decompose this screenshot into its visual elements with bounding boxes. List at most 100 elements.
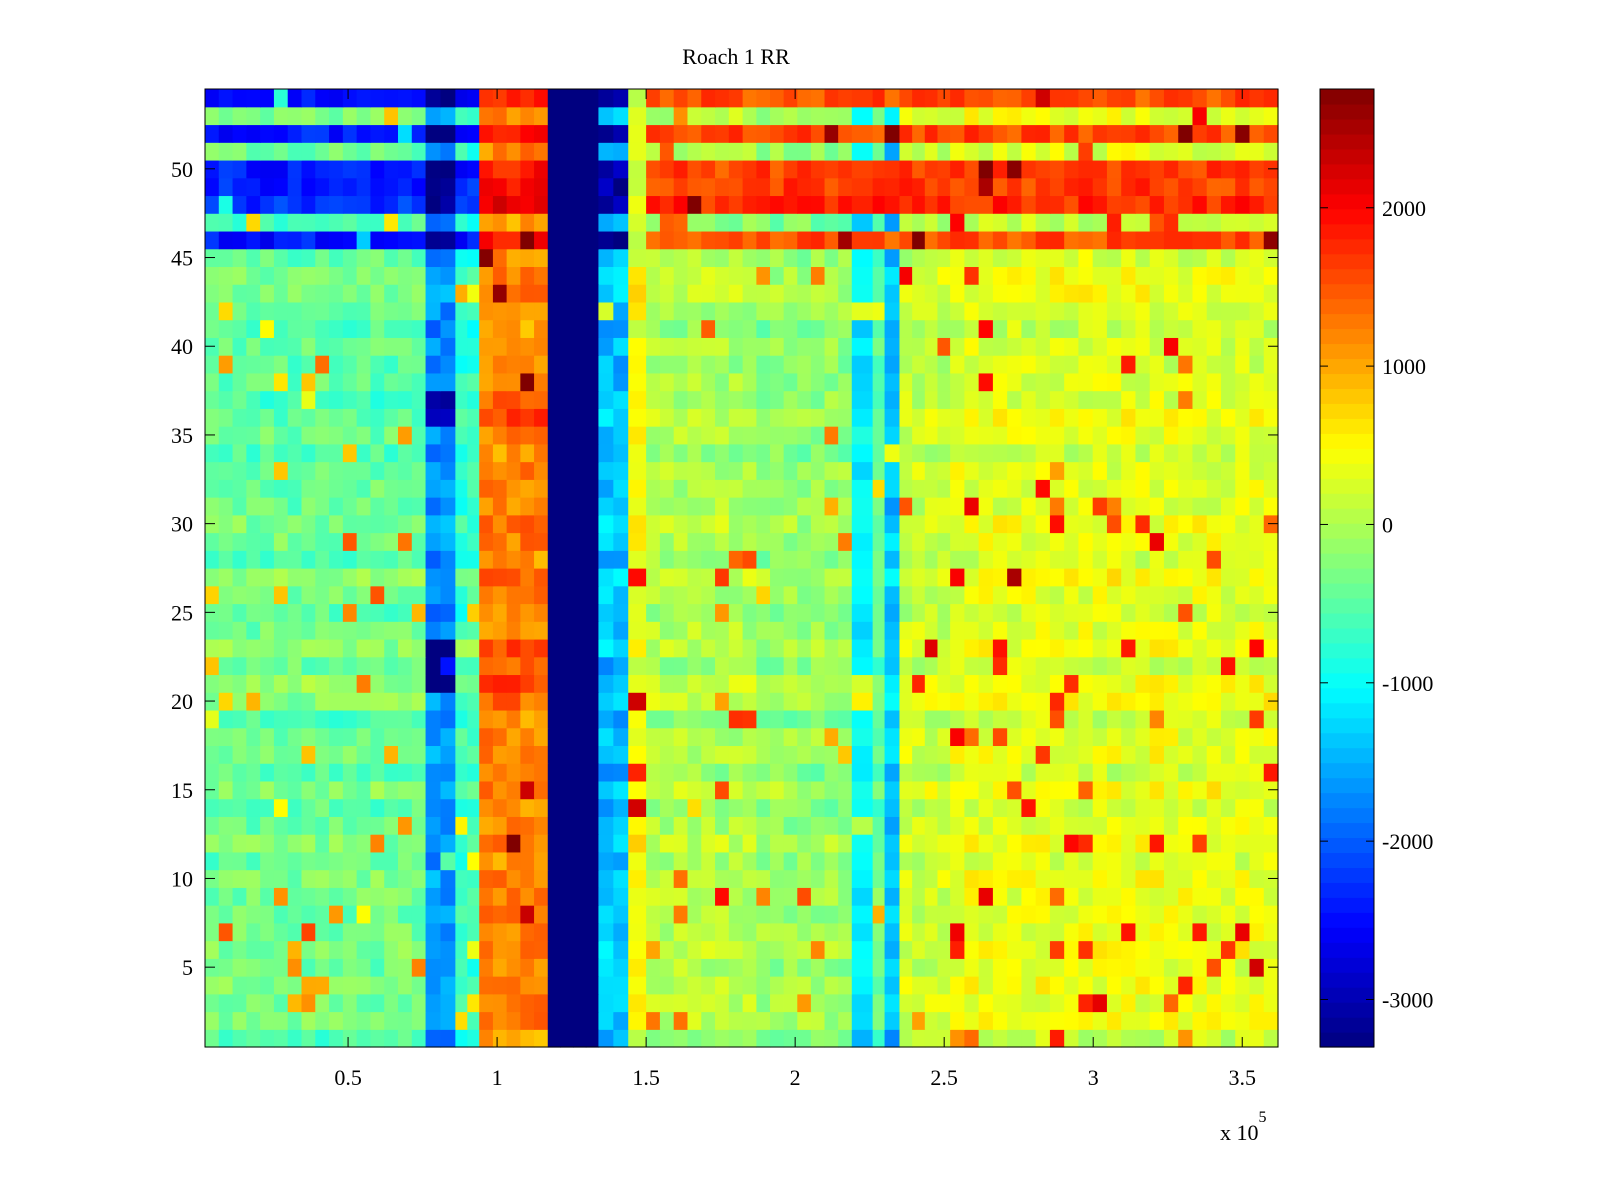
heatmap-cell (1163, 692, 1179, 711)
heatmap-cell (1106, 869, 1122, 888)
heatmap-cell (492, 319, 508, 338)
heatmap-cell (1149, 922, 1165, 942)
heatmap-cell (397, 585, 413, 605)
heatmap-cell (992, 479, 1008, 498)
heatmap-cell (659, 585, 675, 605)
heatmap-cell (384, 284, 399, 303)
heatmap-cell (628, 159, 647, 179)
heatmap-cell (1049, 869, 1065, 888)
heatmap-cell (1064, 851, 1080, 871)
heatmap-cell (1007, 851, 1023, 871)
heatmap-cell (1220, 905, 1236, 924)
heatmap-cell (520, 1029, 535, 1048)
heatmap-cell (851, 159, 874, 179)
heatmap-cell (1149, 213, 1165, 232)
heatmap-cell (479, 869, 494, 888)
heatmap-cell (1163, 230, 1179, 250)
heatmap-cell (1092, 922, 1108, 942)
heatmap-cell (1149, 443, 1165, 463)
heatmap-cell (628, 656, 647, 676)
heatmap-cell (425, 319, 442, 338)
heatmap-cell (964, 372, 980, 392)
heatmap-cell (560, 284, 574, 303)
heatmap-cell (384, 195, 399, 214)
heatmap-cell (287, 585, 303, 605)
heatmap-cell (573, 568, 587, 587)
heatmap-cell (384, 230, 399, 250)
heatmap-cell (384, 816, 399, 835)
heatmap-cell (1049, 834, 1065, 853)
heatmap-cell (797, 727, 812, 747)
heatmap-cell (218, 568, 234, 587)
heatmap-cell (687, 372, 702, 392)
heatmap-cell (246, 816, 261, 835)
heatmap-cell (232, 142, 247, 161)
heatmap-cell (613, 976, 629, 995)
heatmap-cell (397, 1011, 413, 1030)
heatmap-cell (950, 372, 965, 392)
heatmap-cell (1192, 213, 1208, 232)
heatmap-cell (797, 195, 812, 214)
heatmap-cell (560, 763, 574, 782)
heatmap-cell (573, 550, 587, 569)
heatmap-cell (598, 266, 614, 285)
heatmap-cell (1235, 248, 1251, 268)
heatmap-cell (1121, 834, 1137, 853)
heatmap-cell (742, 408, 758, 427)
heatmap-cell (342, 497, 358, 516)
heatmap-cell (884, 372, 901, 392)
heatmap-cell (1035, 763, 1051, 782)
heatmap-cell (899, 372, 913, 392)
heatmap-cell (356, 266, 372, 285)
heatmap-cell (560, 550, 574, 569)
heatmap-cell (964, 621, 980, 640)
heatmap-cell (585, 195, 600, 214)
heatmap-cell (585, 585, 600, 605)
heatmap-cell (287, 869, 303, 888)
heatmap-cell (1035, 106, 1051, 126)
heatmap-cell (506, 887, 521, 906)
heatmap-cell (756, 940, 771, 959)
heatmap-cell (506, 532, 521, 551)
heatmap-cell (1007, 656, 1023, 676)
heatmap-cell (742, 514, 758, 534)
heatmap-cell (728, 656, 744, 676)
heatmap-cell (287, 621, 303, 640)
heatmap-cell (342, 337, 358, 356)
heatmap-cell (673, 585, 689, 605)
heatmap-cell (728, 745, 744, 764)
heatmap-cell (770, 958, 785, 977)
heatmap-cell (978, 337, 994, 356)
heatmap-cell (687, 248, 702, 268)
heatmap-cell (770, 443, 785, 463)
heatmap-cell (687, 674, 702, 693)
heatmap-cell (246, 248, 261, 268)
heatmap-cell (301, 479, 316, 498)
heatmap-cell (1135, 177, 1151, 197)
heatmap-cell (742, 905, 758, 924)
heatmap-cell (924, 745, 939, 764)
heatmap-cell (205, 745, 220, 764)
heatmap-cell (573, 443, 587, 463)
heatmap-cell (1163, 390, 1179, 409)
heatmap-cell (646, 337, 661, 356)
heatmap-cell (838, 106, 853, 126)
heatmap-cell (810, 763, 826, 782)
heatmap-cell (1049, 390, 1065, 409)
heatmap-cell (872, 709, 886, 729)
heatmap-cell (673, 692, 689, 711)
heatmap-cell (370, 887, 385, 906)
heatmap-cell (585, 851, 600, 871)
heatmap-cell (1220, 355, 1236, 374)
heatmap-cell (912, 89, 926, 108)
heatmap-cell (964, 248, 980, 268)
heatmap-cell (992, 355, 1008, 374)
heatmap-cell (1049, 124, 1065, 143)
heatmap-cell (246, 1011, 261, 1030)
heatmap-cell (851, 284, 874, 303)
x-tick-label: 1 (492, 1065, 503, 1090)
heatmap-cell (411, 106, 427, 126)
heatmap-cell (479, 213, 494, 232)
heatmap-cell (673, 106, 689, 126)
heatmap-cell (1249, 585, 1265, 605)
